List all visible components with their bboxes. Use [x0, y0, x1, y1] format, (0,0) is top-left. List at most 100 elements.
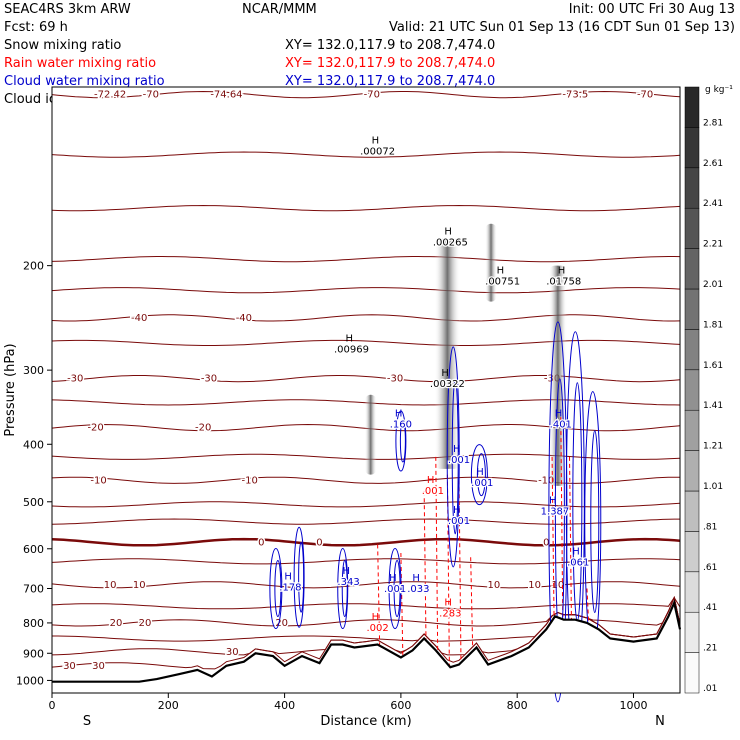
cloud-water-contour — [590, 430, 600, 614]
maximum-marker: H — [372, 136, 380, 147]
colorbar-label: .61 — [703, 563, 717, 573]
maximum-value: .00322 — [430, 379, 465, 390]
isotherm-label: 10 — [104, 580, 117, 591]
cloud-water-contour — [548, 321, 568, 703]
plot-frame — [51, 86, 681, 694]
isotherm-label: 0 — [258, 537, 264, 548]
maximum-value: .283 — [439, 608, 461, 619]
isotherm-label: 10 — [133, 580, 146, 591]
cloud-water-contour — [393, 560, 401, 618]
cloud-water-contour — [451, 379, 459, 535]
maximum-marker: H — [497, 265, 505, 276]
maximum-marker: H — [555, 409, 563, 420]
x-tick-label: 0 — [49, 699, 56, 712]
maximum-marker: H — [453, 505, 461, 516]
maximum-value: .00969 — [334, 344, 369, 355]
colorbar-label: 1.41 — [703, 401, 723, 411]
y-tick-label: 300 — [23, 364, 44, 377]
maximum-value: .001 — [448, 455, 470, 466]
maximum-value: .001 — [471, 478, 493, 489]
isotherm-line-extra — [51, 558, 681, 565]
x-axis: 0 200 400 600 800 1000 — [49, 693, 647, 712]
isotherm-label: -73.5 — [562, 90, 588, 101]
snow-shading-area — [485, 223, 498, 302]
y-axis-title: Pressure (hPa) — [3, 343, 18, 436]
isotherm-label: -74.64 — [210, 90, 242, 101]
cloud-water-contour — [298, 541, 305, 613]
isotherm-line-5 — [51, 537, 681, 547]
colorbar-label: .41 — [703, 603, 717, 613]
isotherm-line-extra — [51, 518, 680, 525]
x-axis-south-label: S — [83, 714, 91, 729]
isotherm-label: -10 — [242, 475, 258, 486]
y-tick-label: 900 — [23, 647, 44, 660]
rain-contour — [423, 491, 427, 654]
maximum-value: .00072 — [360, 147, 395, 158]
x-axis-north-label: N — [655, 714, 665, 729]
colorbar-swatch — [684, 167, 700, 209]
y-tick-label: 1000 — [16, 674, 44, 687]
colorbar-label: 1.21 — [703, 442, 723, 452]
cloud-water-contour — [476, 453, 486, 497]
field-name-0: Snow mixing ratio — [4, 38, 121, 53]
rain-contour — [377, 544, 381, 645]
snow-shading-area — [434, 238, 461, 469]
y-tick-label: 400 — [23, 438, 44, 451]
snow-shading — [364, 223, 567, 486]
isotherm-label: 20 — [139, 618, 152, 629]
isotherm-label: -70 — [637, 90, 653, 101]
isotherm-label: -72.42 — [94, 90, 126, 101]
rain-contour — [560, 417, 564, 623]
colorbar-swatch — [684, 207, 700, 249]
colorbar-label: 2.41 — [703, 199, 723, 209]
y-tick-label: 200 — [23, 260, 44, 273]
colorbar-swatch — [684, 86, 700, 128]
isotherm-label: 0 — [316, 537, 322, 548]
maximum-marker: H — [549, 495, 557, 506]
isotherm-label: 10 — [528, 580, 541, 591]
maximum-marker: H — [572, 546, 580, 557]
x-tick-label: 1000 — [619, 699, 647, 712]
snow-shading-area — [548, 265, 567, 486]
isotherm-line-extra — [51, 204, 681, 212]
isotherm-label: 20 — [110, 618, 123, 629]
maximum-value: .00265 — [433, 238, 468, 249]
y-tick-label: 500 — [23, 496, 44, 509]
isotherm-label: -40 — [236, 313, 252, 324]
cloud-water-contour — [470, 444, 488, 506]
isotherm-line-extra — [52, 595, 681, 642]
maximum-value: .061 — [567, 557, 589, 568]
isotherm-line-2 — [51, 375, 681, 383]
rain-contour — [435, 456, 439, 662]
maxima-labels: H.00969H.00072H.00265H.00751H.01758H.003… — [278, 136, 591, 635]
forecast-hour-label: Fcst: 69 h — [4, 20, 68, 35]
maximum-marker: H — [412, 573, 420, 584]
colorbar-label: 1.01 — [703, 482, 723, 492]
colorbar-label: 1.61 — [703, 361, 723, 371]
maximum-value: .160 — [390, 420, 412, 431]
cloud-water-contour — [269, 548, 283, 630]
rain-contour — [551, 456, 555, 620]
model-run-title: SEAC4RS 3km ARW — [4, 2, 131, 17]
x-tick-label: 200 — [158, 699, 179, 712]
cloud-water-contour — [399, 419, 406, 463]
rain-contour — [470, 557, 474, 648]
colorbar-swatch — [684, 288, 700, 330]
maximum-value: .01758 — [546, 276, 581, 287]
isotherm-line-4 — [51, 476, 680, 484]
colorbar-swatch — [684, 450, 700, 492]
maximum-value: .401 — [550, 420, 572, 431]
isotherm-label: -30 — [387, 374, 403, 385]
isotherm-label: -70 — [364, 90, 380, 101]
isotherm-label: 10 — [488, 580, 501, 591]
colorbar-swatch — [684, 329, 700, 371]
colorbar-swatch — [684, 369, 700, 411]
x-tick-label: 400 — [274, 699, 295, 712]
colorbar-swatch — [684, 652, 700, 694]
terrain-profile — [52, 599, 682, 693]
y-tick-label: 800 — [23, 617, 44, 630]
colorbar-label: 2.01 — [703, 280, 723, 290]
maximum-marker: H — [444, 227, 452, 238]
plot-area: -72.42 -70 -74.64 -70 -73.5 -70 -40 -40 -30 -30 -3… — [51, 86, 682, 703]
maximum-value: .00751 — [485, 276, 520, 287]
